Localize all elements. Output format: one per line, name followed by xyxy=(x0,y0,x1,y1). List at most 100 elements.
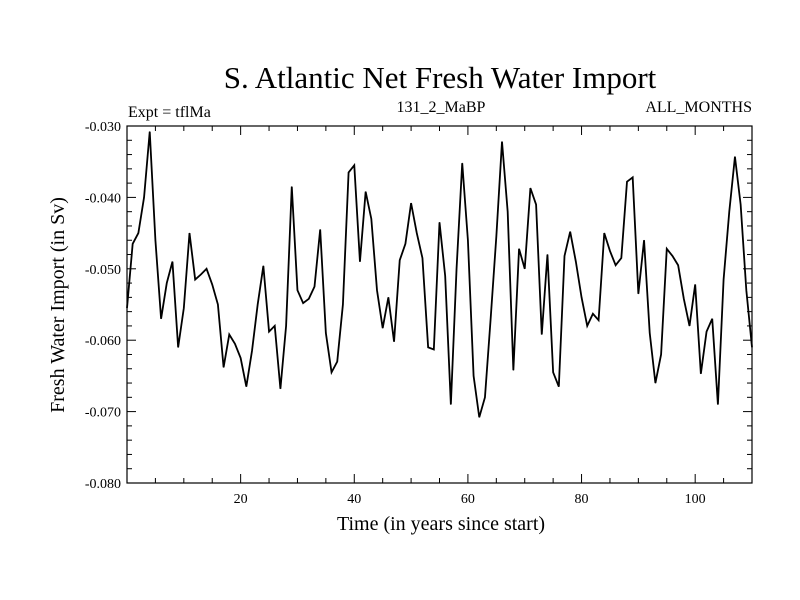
x-tick-label: 20 xyxy=(234,492,248,507)
series-lines xyxy=(126,131,753,418)
data-point xyxy=(723,279,724,280)
data-point xyxy=(694,284,696,285)
data-point xyxy=(387,296,389,298)
data-point xyxy=(660,354,662,355)
data-point xyxy=(655,382,656,384)
data-point xyxy=(649,332,651,334)
data-point xyxy=(314,286,315,288)
data-point xyxy=(422,257,423,259)
data-point xyxy=(319,229,321,230)
data-point xyxy=(189,232,190,234)
data-point xyxy=(393,341,395,343)
data-point xyxy=(427,346,429,348)
x-tick-label: 100 xyxy=(685,492,706,507)
plot-frame xyxy=(126,125,753,484)
data-point xyxy=(297,289,298,291)
subtitle-right: ALL_MONTHS xyxy=(645,99,752,116)
data-point xyxy=(558,386,560,388)
y-tick-label: -0.050 xyxy=(85,263,121,278)
data-point xyxy=(405,243,406,245)
subtitle-left: Expt = tflMa xyxy=(128,104,211,121)
data-point xyxy=(399,259,401,261)
data-point xyxy=(598,319,599,321)
data-point xyxy=(149,131,151,133)
data-point xyxy=(478,416,480,418)
data-point xyxy=(524,268,526,270)
data-point xyxy=(632,177,634,178)
data-point xyxy=(512,369,514,371)
data-point xyxy=(257,304,259,305)
data-point xyxy=(700,373,702,375)
data-point xyxy=(592,313,594,315)
data-point xyxy=(160,318,162,320)
data-point xyxy=(581,296,582,298)
data-point xyxy=(507,211,509,213)
data-point xyxy=(376,289,378,291)
data-point xyxy=(575,261,577,263)
data-point xyxy=(251,350,253,352)
data-point xyxy=(637,293,639,295)
data-point xyxy=(626,181,628,183)
data-point xyxy=(603,232,605,234)
data-point xyxy=(274,325,276,327)
data-point xyxy=(530,187,531,189)
data-point xyxy=(518,248,520,250)
data-point xyxy=(245,386,247,388)
data-point xyxy=(541,334,543,335)
data-point xyxy=(382,327,384,329)
data-point xyxy=(155,239,156,241)
x-tick-label: 60 xyxy=(461,492,475,507)
series-line xyxy=(126,131,753,418)
data-point xyxy=(262,265,264,267)
y-tick-label: -0.080 xyxy=(85,477,121,492)
y-tick-label: -0.060 xyxy=(85,334,121,349)
data-point xyxy=(143,197,145,198)
data-point xyxy=(552,371,554,373)
y-tick-label: -0.070 xyxy=(85,406,121,421)
y-tick-label: -0.040 xyxy=(85,191,121,206)
data-point xyxy=(359,261,361,263)
data-point xyxy=(745,289,747,291)
y-tick-labels: -0.030 -0.040 -0.050 -0.060 -0.070 -0.080 xyxy=(85,120,121,492)
data-point xyxy=(717,404,719,405)
data-point xyxy=(410,202,412,204)
data-point xyxy=(666,248,668,250)
data-point xyxy=(728,211,730,213)
data-point xyxy=(683,298,685,300)
data-point xyxy=(132,243,134,245)
data-point xyxy=(615,264,617,266)
data-point xyxy=(291,186,293,188)
data-point xyxy=(564,255,565,257)
data-point xyxy=(643,239,645,241)
data-point xyxy=(331,371,332,373)
data-point xyxy=(416,232,418,234)
data-point xyxy=(268,331,270,333)
data-point xyxy=(223,366,224,368)
x-tick-label: 80 xyxy=(575,492,589,507)
chart-title: S. Atlantic Net Fresh Water Import xyxy=(224,60,657,95)
data-point xyxy=(172,261,173,263)
data-point xyxy=(234,343,236,345)
data-point xyxy=(569,231,571,233)
data-point xyxy=(586,325,588,327)
x-axis-label: Time (in years since start) xyxy=(337,513,545,535)
data-point xyxy=(200,274,202,275)
data-point xyxy=(177,346,179,348)
data-point xyxy=(365,191,367,193)
data-point xyxy=(137,232,139,234)
data-point xyxy=(461,162,463,164)
data-point xyxy=(353,164,355,166)
data-point xyxy=(325,332,327,334)
data-point xyxy=(183,307,185,309)
data-point xyxy=(285,325,287,327)
data-point xyxy=(473,375,474,377)
axis-ticks xyxy=(127,125,752,484)
data-point xyxy=(211,284,213,285)
data-point xyxy=(240,357,242,359)
data-point xyxy=(433,349,435,350)
data-point xyxy=(206,268,207,270)
data-point xyxy=(677,264,679,266)
data-point xyxy=(217,304,219,305)
x-tick-label: 40 xyxy=(347,492,361,507)
